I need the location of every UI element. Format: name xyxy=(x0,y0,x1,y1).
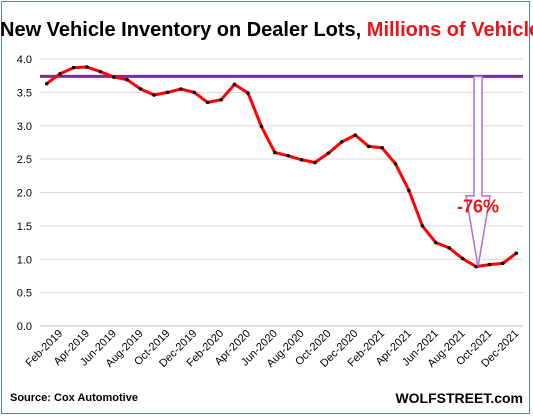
data-point xyxy=(165,90,170,95)
source-note: Source: Cox Automotive xyxy=(10,392,138,404)
data-point xyxy=(85,65,89,69)
data-point xyxy=(340,139,344,144)
y-tick-label: 1.0 xyxy=(17,254,32,266)
data-point xyxy=(152,93,156,97)
data-point xyxy=(474,264,478,269)
data-point xyxy=(460,256,465,261)
data-point xyxy=(44,81,49,86)
data-point xyxy=(138,87,143,91)
brand-label: WOLFSTREET.com xyxy=(395,390,523,406)
data-point xyxy=(98,69,103,74)
y-tick-label: 3.5 xyxy=(17,87,32,99)
data-point xyxy=(272,150,277,155)
chart-title-main: New Vehicle Inventory on Dealer Lots, xyxy=(0,19,367,41)
decline-arrow xyxy=(465,75,491,267)
data-point xyxy=(407,188,411,193)
data-point xyxy=(326,151,331,155)
y-tick-label: 1.5 xyxy=(17,221,32,233)
data-point xyxy=(433,240,438,245)
data-point xyxy=(232,82,237,87)
data-point xyxy=(111,75,116,79)
data-point xyxy=(125,77,130,82)
chart-title-units: Millions of Vehicles xyxy=(366,19,533,41)
chart-title: New Vehicle Inventory on Dealer Lots, Mi… xyxy=(0,18,533,42)
y-tick-label: 0.0 xyxy=(17,321,32,333)
data-point xyxy=(393,161,398,166)
data-point xyxy=(286,153,291,158)
data-point xyxy=(380,145,384,150)
y-tick-label: 4.0 xyxy=(17,54,32,66)
data-point xyxy=(514,251,519,256)
data-point xyxy=(501,261,505,266)
data-point xyxy=(71,65,76,70)
y-tick-label: 3.0 xyxy=(17,121,32,133)
data-point xyxy=(179,87,183,91)
data-point xyxy=(219,97,223,102)
data-point xyxy=(487,262,492,267)
data-point xyxy=(246,91,250,95)
series-line xyxy=(45,65,518,269)
data-point xyxy=(259,124,264,129)
y-tick-label: 2.0 xyxy=(17,188,32,200)
data-point xyxy=(313,160,317,165)
y-tick-label: 2.5 xyxy=(17,154,32,166)
data-point xyxy=(353,133,358,137)
data-point xyxy=(366,144,371,149)
data-point xyxy=(58,71,62,76)
data-point xyxy=(205,100,210,105)
data-point xyxy=(447,246,452,250)
data-point xyxy=(420,224,425,228)
y-tick-label: 0.5 xyxy=(17,288,32,300)
data-point xyxy=(192,90,197,95)
percent-change-label: -76% xyxy=(457,197,499,217)
data-point xyxy=(299,157,304,162)
